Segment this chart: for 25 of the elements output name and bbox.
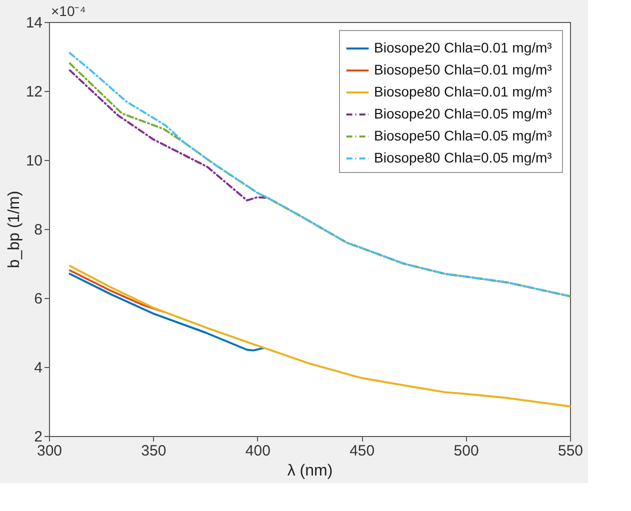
line-series bbox=[68, 272, 265, 352]
legend-label: Biosope50 Chla=0.01 mg/m³ bbox=[374, 62, 552, 78]
x-tick-label: 500 bbox=[454, 442, 479, 460]
x-tick-label: 300 bbox=[36, 442, 62, 460]
y-tick-label: 12 bbox=[26, 84, 42, 100]
x-axis-title: λ (nm) bbox=[287, 462, 333, 480]
legend-label: Biosope80 Chla=0.01 mg/m³ bbox=[374, 84, 552, 100]
legend-label: Biosope20 Chla=0.05 mg/m³ bbox=[374, 106, 552, 122]
x-tick-label: 350 bbox=[141, 442, 166, 460]
y-tick-label: 4 bbox=[34, 360, 42, 376]
legend-label: Biosope80 Chla=0.05 mg/m³ bbox=[374, 150, 552, 166]
legend-label: Biosope50 Chla=0.05 mg/m³ bbox=[374, 128, 552, 144]
x-tick-label: 450 bbox=[350, 442, 375, 460]
x-tick-label: 400 bbox=[245, 442, 270, 460]
y-tick-label: 8 bbox=[34, 222, 42, 238]
legend-label: Biosope20 Chla=0.01 mg/m³ bbox=[374, 40, 552, 56]
y-tick-label: 10 bbox=[26, 152, 42, 170]
x-tick-label: 550 bbox=[558, 442, 584, 460]
y-axis-title: b_bp (1/m) bbox=[6, 190, 23, 268]
line-series bbox=[68, 269, 165, 313]
y-tick-label: 2 bbox=[34, 428, 42, 446]
line-series bbox=[68, 264, 571, 408]
y-tick-label: 6 bbox=[34, 290, 42, 308]
text: ×10⁻⁴ bbox=[51, 3, 86, 19]
y-tick-label: 14 bbox=[26, 14, 42, 32]
